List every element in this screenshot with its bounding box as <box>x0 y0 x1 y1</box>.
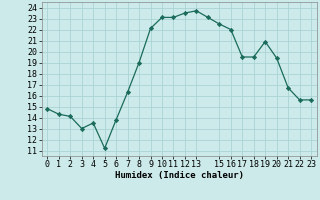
X-axis label: Humidex (Indice chaleur): Humidex (Indice chaleur) <box>115 171 244 180</box>
